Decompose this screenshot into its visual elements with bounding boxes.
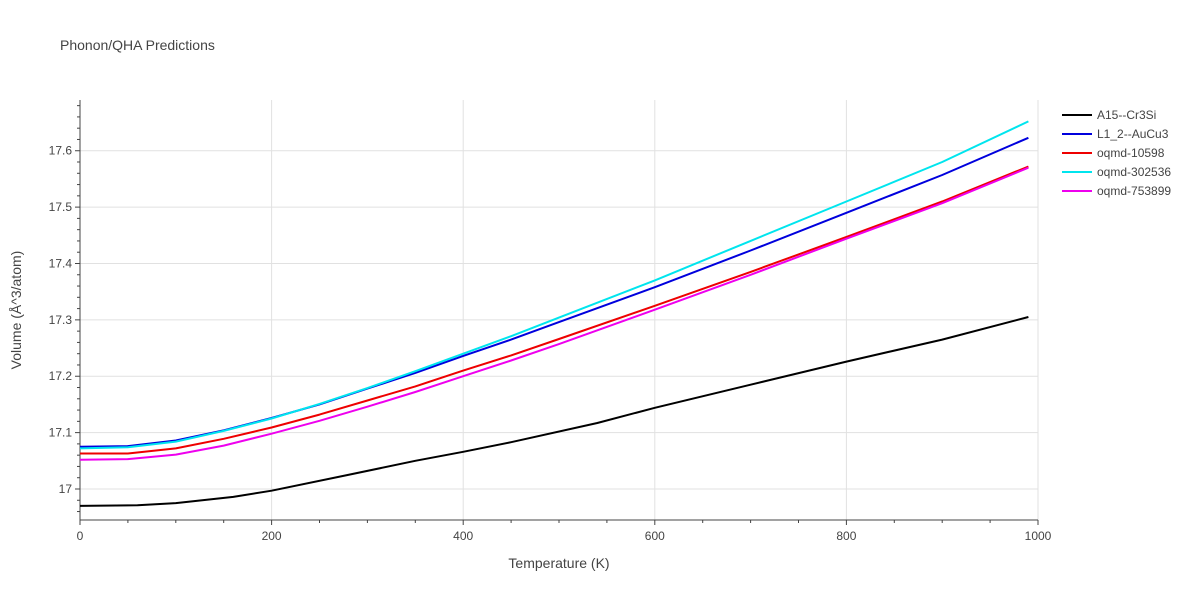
- y-tick-label: 17.2: [49, 369, 73, 383]
- legend-label: oqmd-10598: [1097, 146, 1165, 160]
- grid: [80, 100, 1039, 520]
- legend[interactable]: A15--Cr3Si L1_2--AuCu3 oqmd-10598 oqmd-3025…: [1062, 108, 1171, 198]
- y-tick-label: 17.5: [49, 200, 73, 214]
- x-tick-label: 200: [262, 529, 282, 543]
- chart-title: Phonon/QHA Predictions: [60, 37, 215, 53]
- legend-label: oqmd-302536: [1097, 165, 1171, 179]
- y-axis-label: Volume (Å^3/atom): [8, 251, 24, 370]
- x-tick-label: 0: [77, 529, 84, 543]
- y-tick-label: 17: [59, 482, 73, 496]
- y-tick-label: 17.3: [49, 313, 73, 327]
- legend-label: L1_2--AuCu3: [1097, 127, 1169, 141]
- legend-label: oqmd-753899: [1097, 184, 1171, 198]
- legend-item[interactable]: oqmd-10598: [1062, 146, 1165, 160]
- x-tick-label: 800: [836, 529, 856, 543]
- series-line-oqmd-302536: [79, 120, 1029, 450]
- series-line-oqmd-10598: [80, 165, 1029, 455]
- series-lines: [79, 120, 1029, 507]
- legend-label: A15--Cr3Si: [1097, 108, 1156, 122]
- legend-item[interactable]: oqmd-753899: [1062, 184, 1171, 198]
- x-tick-label: 1000: [1025, 529, 1052, 543]
- x-tick-label: 600: [645, 529, 665, 543]
- series-line-A15--Cr3Si: [79, 316, 1029, 507]
- y-tick-label: 17.4: [49, 256, 73, 270]
- series-line-oqmd-753899: [79, 166, 1029, 461]
- y-tick-label: 17.6: [49, 144, 73, 158]
- y-tick-label: 17.1: [49, 426, 73, 440]
- legend-item[interactable]: oqmd-302536: [1062, 165, 1171, 179]
- legend-item[interactable]: L1_2--AuCu3: [1062, 127, 1169, 141]
- x-axis-label: Temperature (K): [508, 555, 609, 571]
- axes: 0 200 400 600 800 1000 17 17.1 17.2 17.3 17.4 17.5 1…: [49, 100, 1052, 543]
- x-tick-label: 400: [453, 529, 473, 543]
- legend-item[interactable]: A15--Cr3Si: [1062, 108, 1156, 122]
